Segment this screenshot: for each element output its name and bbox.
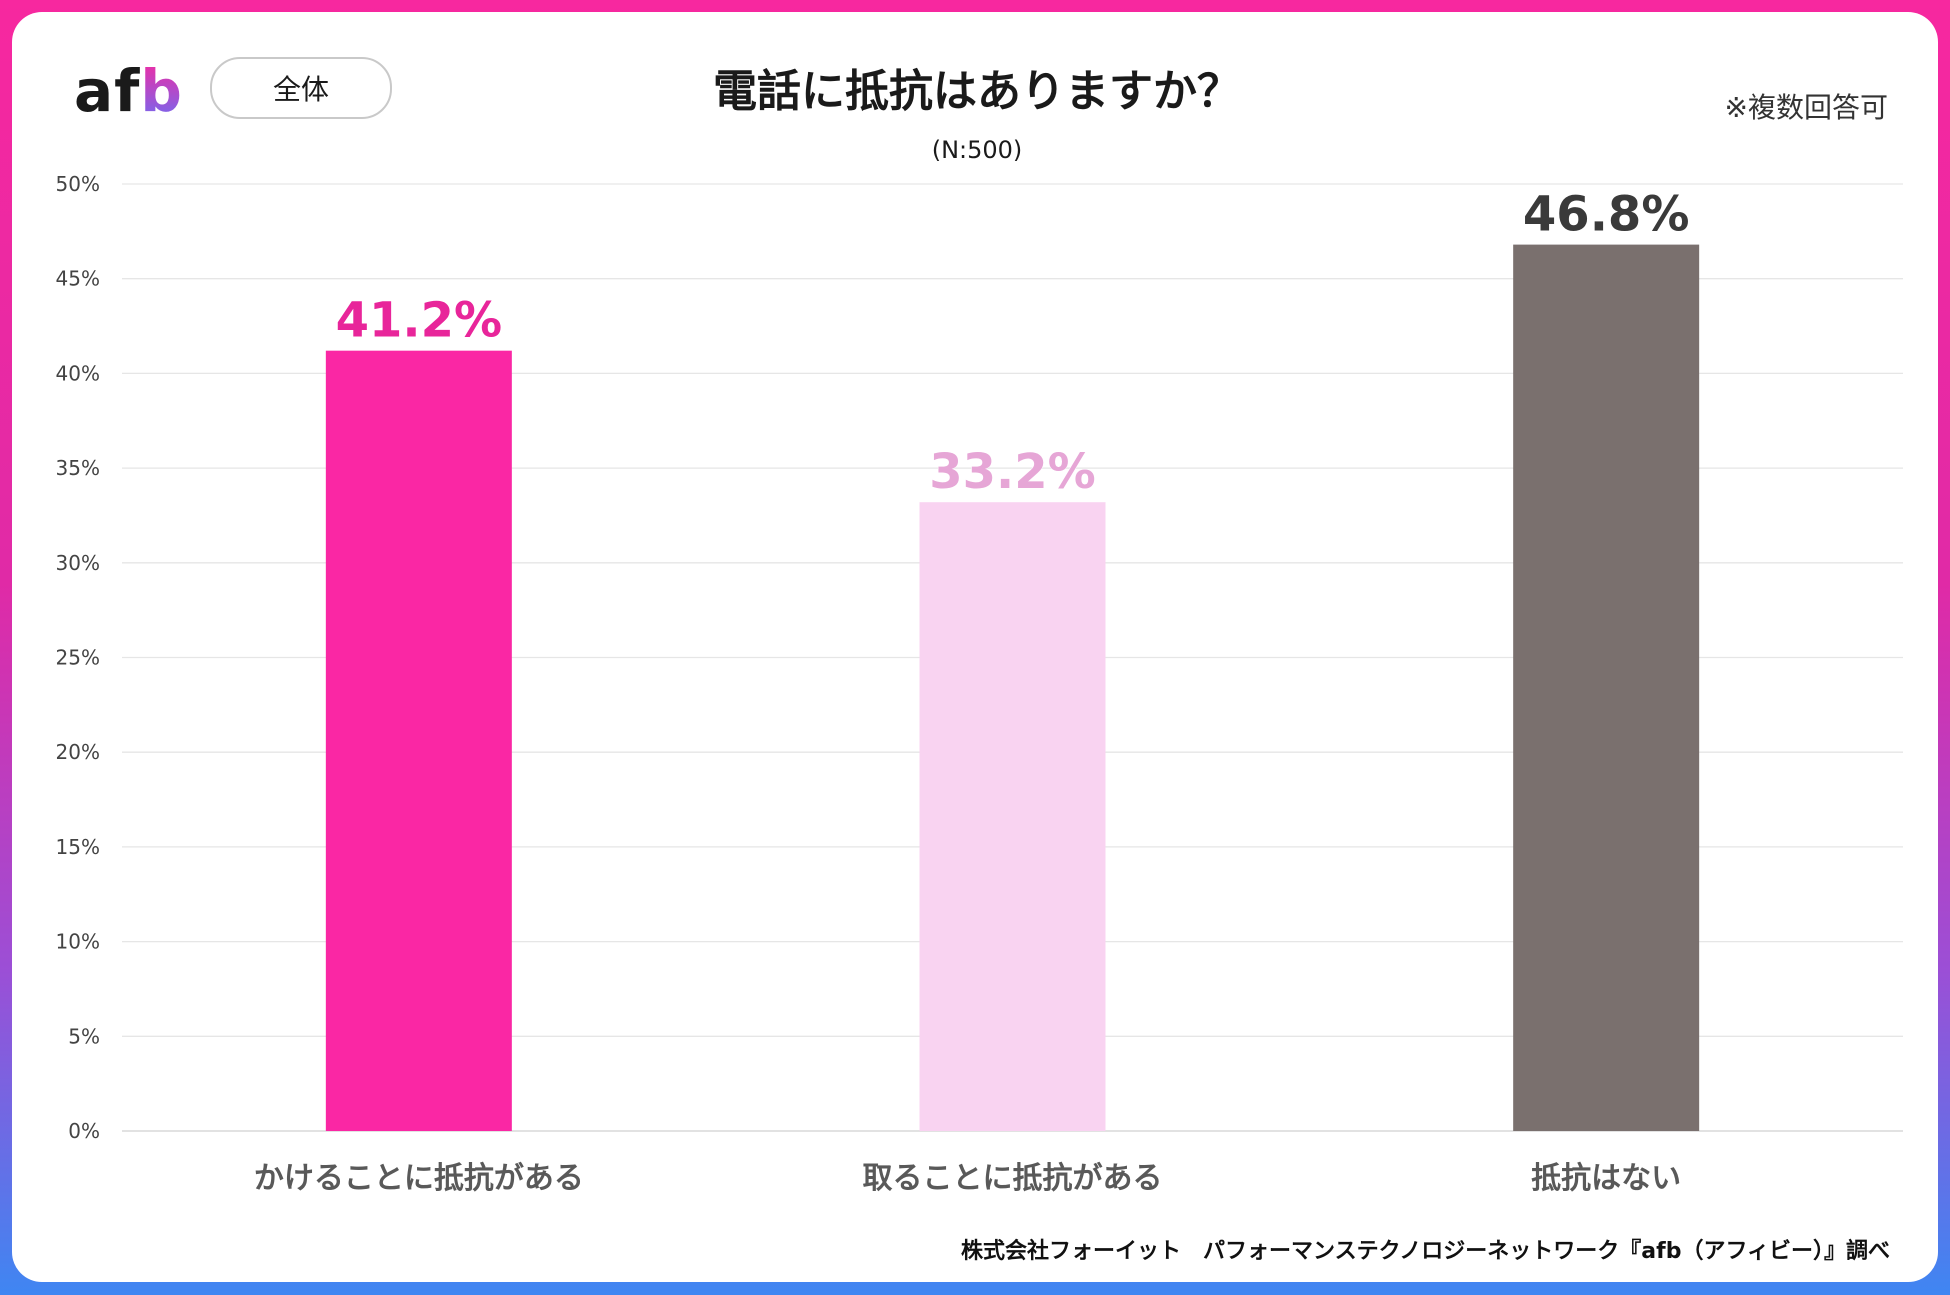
y-tick-label: 30% (56, 551, 100, 575)
x-tick-label: かけることに抵抗がある (254, 1161, 584, 1196)
y-tick-label: 20% (56, 740, 100, 764)
afb-logo: afb (74, 57, 183, 125)
y-tick-label: 0% (68, 1119, 100, 1143)
y-tick-label: 50% (56, 172, 100, 196)
y-tick-label: 35% (56, 456, 100, 480)
chart-title: 電話に抵抗はありますか？ (713, 66, 1241, 117)
y-tick-label: 25% (56, 646, 100, 670)
segment-badge: 全体 (210, 57, 392, 119)
y-tick-label: 15% (56, 835, 100, 859)
source-footer: 株式会社フォーイット パフォーマンステクノロジーネットワーク『afb（アフィビー… (961, 1239, 1890, 1264)
y-tick-label: 45% (56, 267, 100, 291)
bar (1513, 244, 1700, 1131)
y-tick-label: 40% (56, 361, 100, 385)
data-label: 41.2% (336, 293, 503, 349)
y-tick-label: 5% (68, 1024, 100, 1048)
y-tick-label: 10% (56, 930, 100, 954)
x-tick-label: 抵抗はない (1531, 1161, 1681, 1196)
data-label: 33.2% (929, 444, 1096, 500)
multiple-answer-note: ※複数回答可 (1724, 91, 1888, 124)
bar (919, 502, 1106, 1131)
data-label: 46.8% (1523, 187, 1690, 243)
chart-subtitle: (N:500) (931, 136, 1023, 164)
x-tick-label: 取ることに抵抗がある (863, 1161, 1163, 1196)
bar (325, 350, 512, 1131)
